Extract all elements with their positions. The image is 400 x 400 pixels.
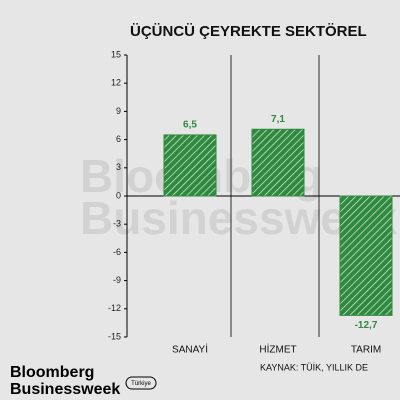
y-tick-label: -12 bbox=[108, 303, 121, 313]
logo: Businessweek bbox=[10, 381, 120, 398]
value-label: 6,5 bbox=[183, 120, 197, 131]
badge: Türkiye bbox=[131, 381, 151, 387]
y-tick-label: -3 bbox=[113, 219, 121, 229]
y-tick-label: -9 bbox=[113, 275, 121, 285]
bar bbox=[251, 128, 305, 197]
y-tick-label: -6 bbox=[113, 247, 121, 257]
y-tick-label: 9 bbox=[116, 106, 121, 116]
y-tick-label: 12 bbox=[111, 78, 121, 88]
badge-frame bbox=[125, 376, 157, 390]
value-label: -12,7 bbox=[355, 320, 378, 331]
y-tick-label: 15 bbox=[111, 49, 121, 59]
x-tick-label: HİZMET bbox=[259, 343, 296, 356]
chart-title: ÜÇÜNCÜ ÇEYREKTE SEKTÖREL bbox=[130, 23, 367, 40]
x-tick-label: TARIM bbox=[351, 345, 381, 356]
bar bbox=[163, 134, 217, 197]
value-label: 7,1 bbox=[271, 114, 285, 125]
bar bbox=[339, 195, 393, 316]
x-tick-label: SANAYİ bbox=[172, 343, 208, 356]
y-tick-label: 3 bbox=[116, 162, 121, 172]
source: KAYNAK: TÜİK, YILLIK DE bbox=[260, 362, 368, 372]
y-tick-label: 0 bbox=[116, 190, 121, 200]
y-tick-label: -15 bbox=[108, 331, 121, 341]
y-tick-label: 6 bbox=[116, 134, 121, 144]
logo: Bloomberg bbox=[10, 364, 94, 381]
